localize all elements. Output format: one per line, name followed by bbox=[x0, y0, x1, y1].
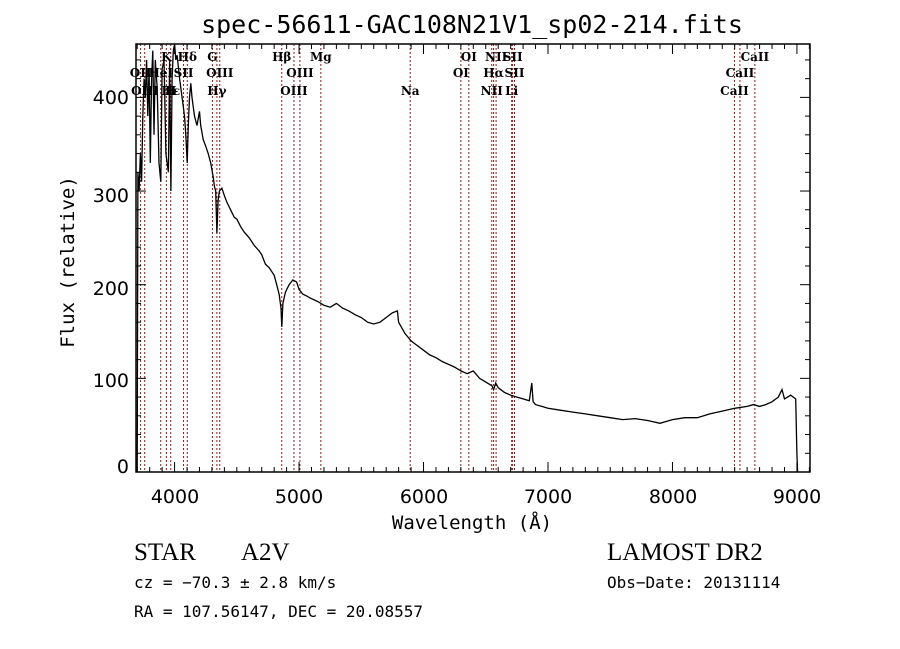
plot-frame bbox=[135, 43, 811, 473]
spectral-subclass: A2V bbox=[241, 539, 290, 566]
y-tick-label: 0 bbox=[117, 456, 129, 478]
line-marker-label: SII bbox=[505, 66, 525, 80]
x-tick-label: 8000 bbox=[649, 486, 697, 508]
line-marker-label: OI bbox=[461, 50, 477, 64]
line-marker-label: Hε bbox=[162, 84, 181, 98]
line-marker-label: H bbox=[165, 84, 176, 98]
line-marker-label: Hγ bbox=[207, 84, 226, 98]
line-markers bbox=[140, 44, 756, 472]
object-type: STAR bbox=[134, 539, 196, 566]
line-marker-label: NII bbox=[485, 50, 508, 64]
y-tick-label: 200 bbox=[93, 278, 129, 300]
x-tick-label: 6000 bbox=[400, 486, 448, 508]
line-marker-label: Mg bbox=[310, 50, 332, 64]
line-marker-label: Hβ bbox=[272, 50, 291, 64]
y-tick-label: 100 bbox=[93, 370, 129, 392]
coordinates-text: RA = 107.56147, DEC = 20.08557 bbox=[134, 602, 423, 621]
line-marker-label: Na bbox=[401, 84, 420, 98]
line-marker-label: SII bbox=[503, 50, 523, 64]
chart-title: spec-56611-GAC108N21V1_sp02-214.fits bbox=[201, 10, 743, 39]
line-marker-label: OI bbox=[453, 66, 469, 80]
y-tick-label: 300 bbox=[93, 185, 129, 207]
line-marker-label: Hδ bbox=[178, 50, 197, 64]
x-tick-label: 4000 bbox=[151, 486, 199, 508]
x-tick-label: 7000 bbox=[524, 486, 572, 508]
line-marker-label: SII bbox=[174, 66, 194, 80]
redshift-text: cz = −70.3 ± 2.8 km/s bbox=[134, 573, 336, 592]
line-marker-label: G bbox=[207, 50, 217, 64]
spectrum-line bbox=[136, 43, 799, 473]
line-marker-label: K bbox=[161, 50, 172, 64]
line-marker-label: CaII bbox=[720, 84, 749, 98]
line-marker-label: OIII bbox=[286, 66, 314, 80]
line-marker-label: CaII bbox=[741, 50, 770, 64]
line-marker-label: Hα bbox=[483, 66, 504, 80]
obs-date: Obs−Date: 20131114 bbox=[607, 573, 780, 592]
line-marker-label: OIII bbox=[206, 66, 234, 80]
x-tick-label: 5000 bbox=[275, 486, 323, 508]
y-axis-ticks bbox=[136, 59, 810, 473]
line-marker-label: Li bbox=[505, 84, 518, 98]
line-marker-label: OIII bbox=[280, 84, 308, 98]
survey-name: LAMOST DR2 bbox=[607, 539, 763, 566]
y-axis-label: Flux (relative) bbox=[57, 176, 79, 348]
line-marker-label: NII bbox=[481, 84, 504, 98]
x-axis-ticks bbox=[136, 44, 810, 472]
line-marker-label: CaII bbox=[726, 66, 755, 80]
y-tick-label: 400 bbox=[93, 87, 129, 109]
x-axis-label: Wavelength (Å) bbox=[392, 511, 552, 534]
x-tick-label: 9000 bbox=[773, 486, 821, 508]
